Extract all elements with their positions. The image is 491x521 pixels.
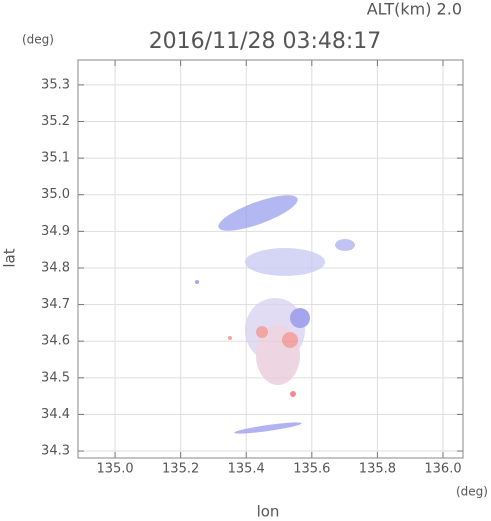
y-tick-label: 35.0 [41,187,70,202]
x-tick-label: 136.0 [424,462,461,477]
echo [282,332,298,348]
echo [234,422,302,434]
x-tick-label: 135.2 [162,462,199,477]
echo [256,326,268,338]
x-tick-label: 135.8 [359,462,396,477]
echo [245,248,325,276]
x-tick-label: 135.4 [228,462,265,477]
x-axis-label: lon [257,503,280,521]
chart-title: 2016/11/28 03:48:17 [149,29,382,54]
y-tick-label: 35.2 [41,114,70,129]
y-tick-label: 34.7 [41,297,70,312]
y-tick-label: 34.6 [41,334,70,349]
y-tick-label: 34.8 [41,260,70,275]
y-axis-label: lat [1,248,19,267]
y-tick-label: 34.5 [41,370,70,385]
echo [290,391,296,397]
echo [195,280,199,284]
y-tick-label: 34.3 [41,444,70,459]
echo [228,336,232,340]
y-unit: (deg) [22,33,54,47]
y-tick-label: 35.1 [41,151,70,166]
y-tick-label: 35.3 [41,77,70,92]
x-unit: (deg) [456,485,488,499]
echo [335,239,355,251]
radar-echoes [195,195,355,434]
echo [290,308,310,328]
echo [218,195,298,231]
plot-frame [77,59,464,459]
x-tick-label: 135.6 [293,462,330,477]
y-tick-label: 34.9 [41,224,70,239]
x-tick-label: 135.0 [96,462,133,477]
altitude-label: ALT(km) 2.0 [367,0,462,19]
y-tick-label: 34.4 [41,407,70,422]
